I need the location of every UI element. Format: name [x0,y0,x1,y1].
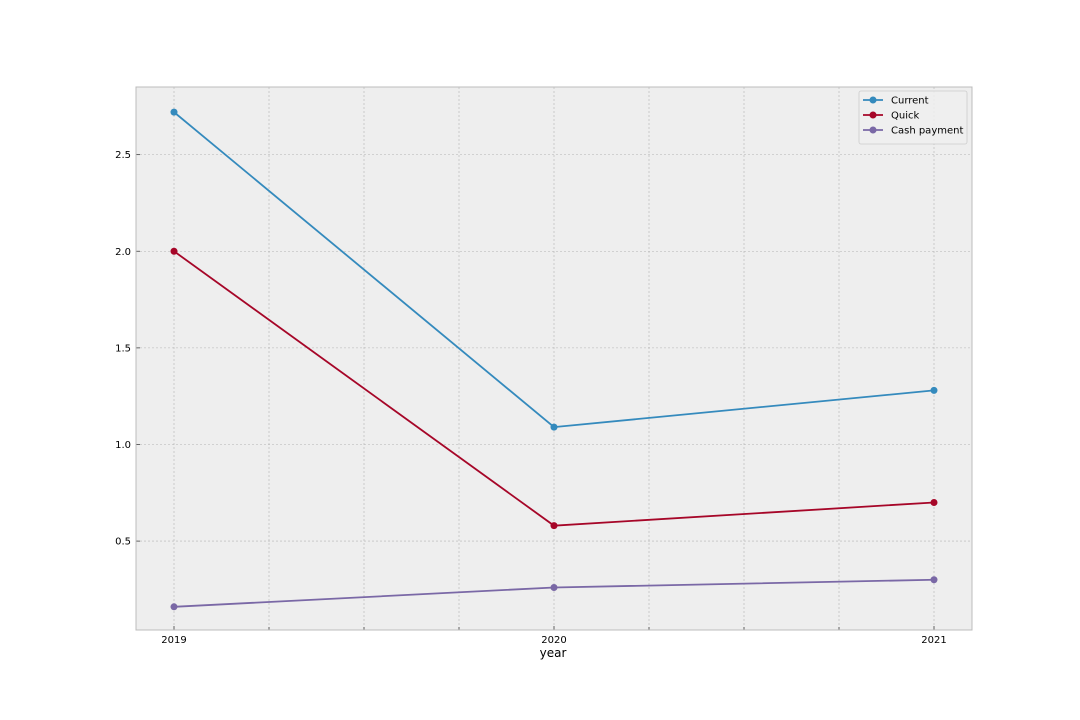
legend-item: Current [863,96,929,107]
data-point [170,603,178,611]
legend-label: Current [891,96,929,107]
x-axis-title: year [540,646,567,660]
legend-marker [869,96,877,104]
grid-layer [136,87,972,630]
data-point [550,583,558,591]
legend-box [858,90,968,145]
data-point [550,423,558,431]
x-tick-label: 2020 [541,635,566,646]
y-tick-labels: 0.5 1.0 1.5 2.0 2.5 [115,150,131,547]
data-point [170,247,178,255]
y-tick-label: 2.0 [115,247,131,258]
series-current [170,108,938,431]
data-point [930,386,938,394]
x-tick-label: 2019 [161,635,186,646]
legend: Current Quick Cash payment [858,90,968,145]
legend-item: Cash payment [863,126,963,137]
y-tick-label: 0.5 [115,537,131,548]
y-tick-label: 1.5 [115,343,131,354]
legend-item: Quick [863,111,919,122]
x-tick-labels: 2019 2020 2021 [161,635,946,646]
plot-frame [135,86,973,631]
y-tick-label: 2.5 [115,150,131,161]
legend-label: Cash payment [891,126,963,137]
data-point [930,576,938,584]
data-point [170,108,178,116]
legend-marker [869,126,877,134]
x-tick-label: 2021 [921,635,946,646]
data-point [550,522,558,530]
legend-label: Quick [891,111,919,122]
series-quick [170,247,938,530]
series-layer [170,108,938,611]
y-tick-label: 1.0 [115,440,131,451]
data-point [930,498,938,506]
legend-marker [869,111,877,119]
series-cash-payment [170,576,938,611]
